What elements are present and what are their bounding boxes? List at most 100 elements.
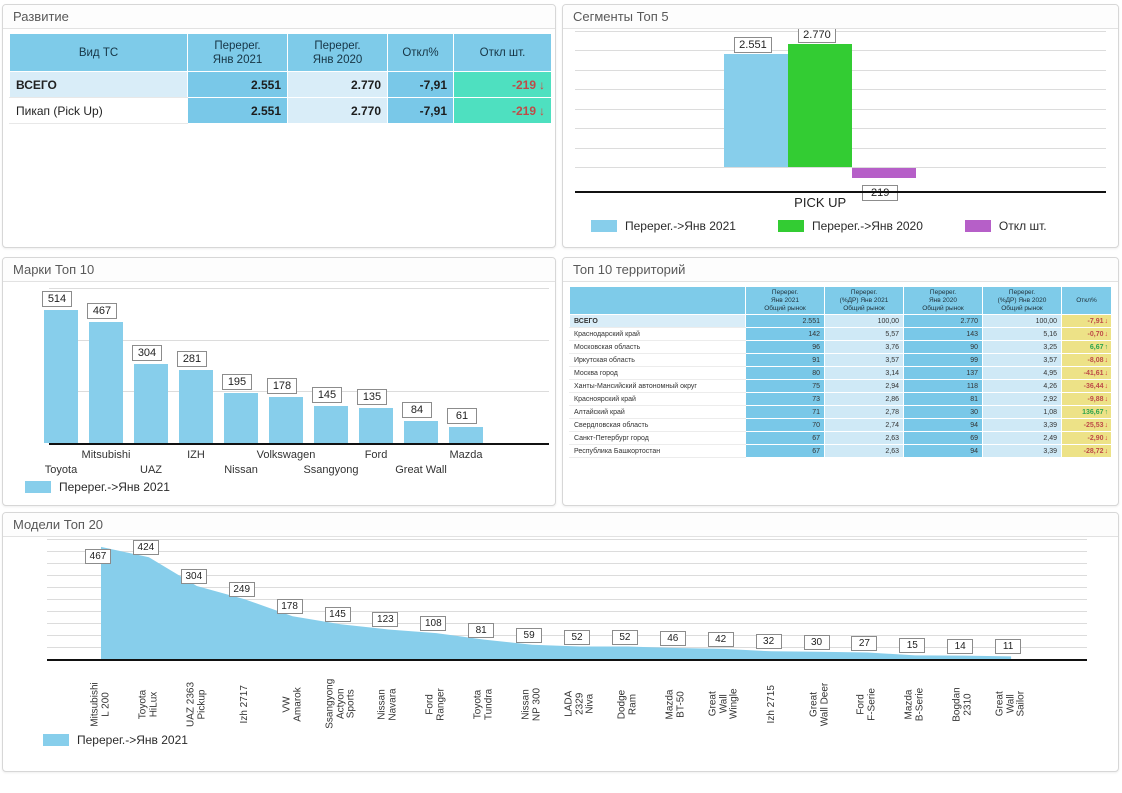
reg-2020-cell[interactable]: 69 bbox=[903, 431, 983, 445]
share-2021-cell[interactable]: 100,00 bbox=[824, 314, 904, 328]
reg-2020-cell[interactable]: 2.770 bbox=[903, 314, 983, 328]
brand-axis-label: Nissan bbox=[224, 464, 258, 476]
model-axis-label: Great Wall Sailor bbox=[972, 665, 1050, 743]
column-header: Вид ТС bbox=[9, 33, 188, 72]
reg-2020-cell[interactable]: 90 bbox=[903, 340, 983, 354]
legend-label: Откл шт. bbox=[998, 219, 1047, 233]
reg-2020-cell[interactable]: 81 bbox=[903, 392, 983, 406]
deviation-pct-cell[interactable]: 6,67↑ bbox=[1061, 340, 1112, 354]
segments-bar-2[interactable] bbox=[788, 44, 853, 167]
share-2020-cell[interactable]: 1,08 bbox=[982, 405, 1062, 419]
reg-2021-cell[interactable]: 67 bbox=[745, 431, 825, 445]
share-2021-cell[interactable]: 2,94 bbox=[824, 379, 904, 393]
reg-2020-cell[interactable]: 99 bbox=[903, 353, 983, 367]
share-2020-cell[interactable]: 100,00 bbox=[982, 314, 1062, 328]
reg-2021-cell[interactable]: 70 bbox=[745, 418, 825, 432]
reg-2021-cell[interactable]: 91 bbox=[745, 353, 825, 367]
territory-name-cell[interactable]: Республика Башкортостан bbox=[569, 444, 746, 458]
share-2020-cell[interactable]: 3,25 bbox=[982, 340, 1062, 354]
reg-2020-cell[interactable]: 137 bbox=[903, 366, 983, 380]
reg-2021-cell[interactable]: 2.551 bbox=[187, 71, 288, 98]
territory-name-cell[interactable]: Краснодарский край bbox=[569, 327, 746, 341]
territory-name-cell[interactable]: ВСЕГО bbox=[569, 314, 746, 328]
share-2020-cell[interactable]: 5,16 bbox=[982, 327, 1062, 341]
brand-bar[interactable] bbox=[269, 397, 303, 443]
share-2020-cell[interactable]: 3,39 bbox=[982, 444, 1062, 458]
deviation-pct-cell[interactable]: -9,88↓ bbox=[1061, 392, 1112, 406]
brand-bar[interactable] bbox=[404, 421, 438, 443]
reg-2021-cell[interactable]: 67 bbox=[745, 444, 825, 458]
deviation-pct-cell[interactable]: -7,91 bbox=[387, 71, 454, 98]
share-2021-cell[interactable]: 2,63 bbox=[824, 431, 904, 445]
reg-2021-cell[interactable]: 96 bbox=[745, 340, 825, 354]
brand-bar[interactable] bbox=[449, 427, 483, 443]
deviation-units-cell[interactable]: -219 ↓ bbox=[453, 71, 552, 98]
deviation-units-value: -219 bbox=[511, 77, 536, 92]
brand-bar[interactable] bbox=[224, 392, 258, 443]
brand-bar[interactable] bbox=[134, 364, 168, 443]
segments-bar-1[interactable] bbox=[724, 53, 789, 167]
share-2020-cell[interactable]: 4,26 bbox=[982, 379, 1062, 393]
area-shape[interactable] bbox=[101, 546, 1012, 659]
territory-name-cell[interactable]: Красноярский край bbox=[569, 392, 746, 406]
segments-bar-3[interactable] bbox=[852, 168, 917, 178]
vehicle-type-cell[interactable]: Пикап (Pick Up) bbox=[9, 97, 188, 124]
deviation-pct-cell[interactable]: -0,70↓ bbox=[1061, 327, 1112, 341]
reg-2021-cell[interactable]: 73 bbox=[745, 392, 825, 406]
share-2020-cell[interactable]: 2,49 bbox=[982, 431, 1062, 445]
deviation-pct-cell[interactable]: -7,91 bbox=[387, 97, 454, 124]
territory-name-cell[interactable]: Санкт-Петербург город bbox=[569, 431, 746, 445]
share-2021-cell[interactable]: 3,14 bbox=[824, 366, 904, 380]
reg-2020-cell[interactable]: 2.770 bbox=[287, 71, 388, 98]
share-2021-cell[interactable]: 2,74 bbox=[824, 418, 904, 432]
vehicle-type-cell[interactable]: ВСЕГО bbox=[9, 71, 188, 98]
territory-name-cell[interactable]: Алтайский край bbox=[569, 405, 746, 419]
share-2021-cell[interactable]: 2,86 bbox=[824, 392, 904, 406]
deviation-pct-cell[interactable]: -8,08↓ bbox=[1061, 353, 1112, 367]
share-2020-cell[interactable]: 4,95 bbox=[982, 366, 1062, 380]
deviation-pct-cell[interactable]: -28,72↓ bbox=[1061, 444, 1112, 458]
share-2020-cell[interactable]: 3,39 bbox=[982, 418, 1062, 432]
share-2021-cell[interactable]: 3,57 bbox=[824, 353, 904, 367]
territory-name-cell[interactable]: Московская область bbox=[569, 340, 746, 354]
value-label: 467 bbox=[87, 303, 117, 320]
deviation-units-cell[interactable]: -219 ↓ bbox=[453, 97, 552, 124]
deviation-pct-cell[interactable]: -25,53↓ bbox=[1061, 418, 1112, 432]
share-2021-cell[interactable]: 3,76 bbox=[824, 340, 904, 354]
territory-name-cell[interactable]: Ханты-Мансийский автономный округ bbox=[569, 379, 746, 393]
deviation-pct-cell[interactable]: -2,90↓ bbox=[1061, 431, 1112, 445]
reg-2021-cell[interactable]: 2.551 bbox=[745, 314, 825, 328]
reg-2021-cell[interactable]: 2.551 bbox=[187, 97, 288, 124]
territory-name-cell[interactable]: Иркутская область bbox=[569, 353, 746, 367]
reg-2020-cell[interactable]: 143 bbox=[903, 327, 983, 341]
models-area-series[interactable] bbox=[47, 539, 1087, 659]
brand-bar[interactable] bbox=[314, 405, 348, 443]
territory-name-cell[interactable]: Свердловская область bbox=[569, 418, 746, 432]
down-arrow-icon: ↓ bbox=[1104, 434, 1109, 442]
share-2020-cell[interactable]: 3,57 bbox=[982, 353, 1062, 367]
reg-2020-cell[interactable]: 94 bbox=[903, 418, 983, 432]
territory-name-cell[interactable]: Москва город bbox=[569, 366, 746, 380]
deviation-pct-cell[interactable]: -36,44↓ bbox=[1061, 379, 1112, 393]
reg-2020-cell[interactable]: 2.770 bbox=[287, 97, 388, 124]
deviation-pct-cell[interactable]: 136,67↑ bbox=[1061, 405, 1112, 419]
share-2020-cell[interactable]: 2,92 bbox=[982, 392, 1062, 406]
brand-bar[interactable] bbox=[359, 408, 393, 443]
reg-2021-cell[interactable]: 80 bbox=[745, 366, 825, 380]
reg-2021-cell[interactable]: 71 bbox=[745, 405, 825, 419]
brand-bar[interactable] bbox=[44, 310, 78, 443]
reg-2020-cell[interactable]: 118 bbox=[903, 379, 983, 393]
value-label: 42 bbox=[707, 631, 734, 647]
deviation-pct-cell[interactable]: -7,91↓ bbox=[1061, 314, 1112, 328]
reg-2020-cell[interactable]: 30 bbox=[903, 405, 983, 419]
share-2021-cell[interactable]: 2,63 bbox=[824, 444, 904, 458]
brand-bar[interactable] bbox=[89, 322, 123, 443]
brand-bar[interactable] bbox=[179, 370, 213, 443]
share-2021-cell[interactable]: 5,57 bbox=[824, 327, 904, 341]
reg-2020-cell[interactable]: 94 bbox=[903, 444, 983, 458]
deviation-pct-cell[interactable]: -41,61↓ bbox=[1061, 366, 1112, 380]
gridline bbox=[47, 539, 1087, 540]
share-2021-cell[interactable]: 2,78 bbox=[824, 405, 904, 419]
reg-2021-cell[interactable]: 75 bbox=[745, 379, 825, 393]
reg-2021-cell[interactable]: 142 bbox=[745, 327, 825, 341]
